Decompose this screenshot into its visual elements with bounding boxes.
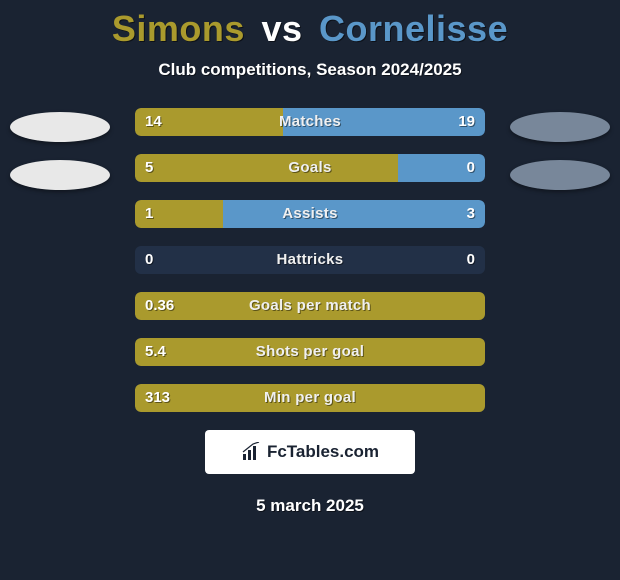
title-player2: Cornelisse xyxy=(319,8,508,49)
stat-row: 50Goals xyxy=(135,154,485,182)
subtitle: Club competitions, Season 2024/2025 xyxy=(0,60,620,80)
player1-badges xyxy=(10,112,110,208)
page-title: Simons vs Cornelisse xyxy=(0,0,620,50)
oval-icon xyxy=(510,112,610,142)
player2-badges xyxy=(510,112,610,208)
logo: FcTables.com xyxy=(205,430,415,474)
date-text: 5 march 2025 xyxy=(0,496,620,516)
stat-row: 5.4Shots per goal xyxy=(135,338,485,366)
stat-label: Shots per goal xyxy=(135,338,485,366)
stat-label: Goals per match xyxy=(135,292,485,320)
stats-container: 1419Matches 50Goals 13Assists 00Hattricks 0.… xyxy=(135,108,485,412)
stat-label: Matches xyxy=(135,108,485,136)
stat-row: 13Assists xyxy=(135,200,485,228)
stat-label: Min per goal xyxy=(135,384,485,412)
oval-icon xyxy=(510,160,610,190)
stat-label: Goals xyxy=(135,154,485,182)
oval-icon xyxy=(10,112,110,142)
oval-icon xyxy=(10,160,110,190)
logo-chart-icon xyxy=(241,442,261,462)
title-player1: Simons xyxy=(112,8,245,49)
stat-label: Hattricks xyxy=(135,246,485,274)
title-vs: vs xyxy=(261,8,302,49)
logo-text: FcTables.com xyxy=(267,442,379,462)
stat-row: 0.36Goals per match xyxy=(135,292,485,320)
stat-row: 00Hattricks xyxy=(135,246,485,274)
stat-row: 1419Matches xyxy=(135,108,485,136)
stat-label: Assists xyxy=(135,200,485,228)
stat-row: 313Min per goal xyxy=(135,384,485,412)
